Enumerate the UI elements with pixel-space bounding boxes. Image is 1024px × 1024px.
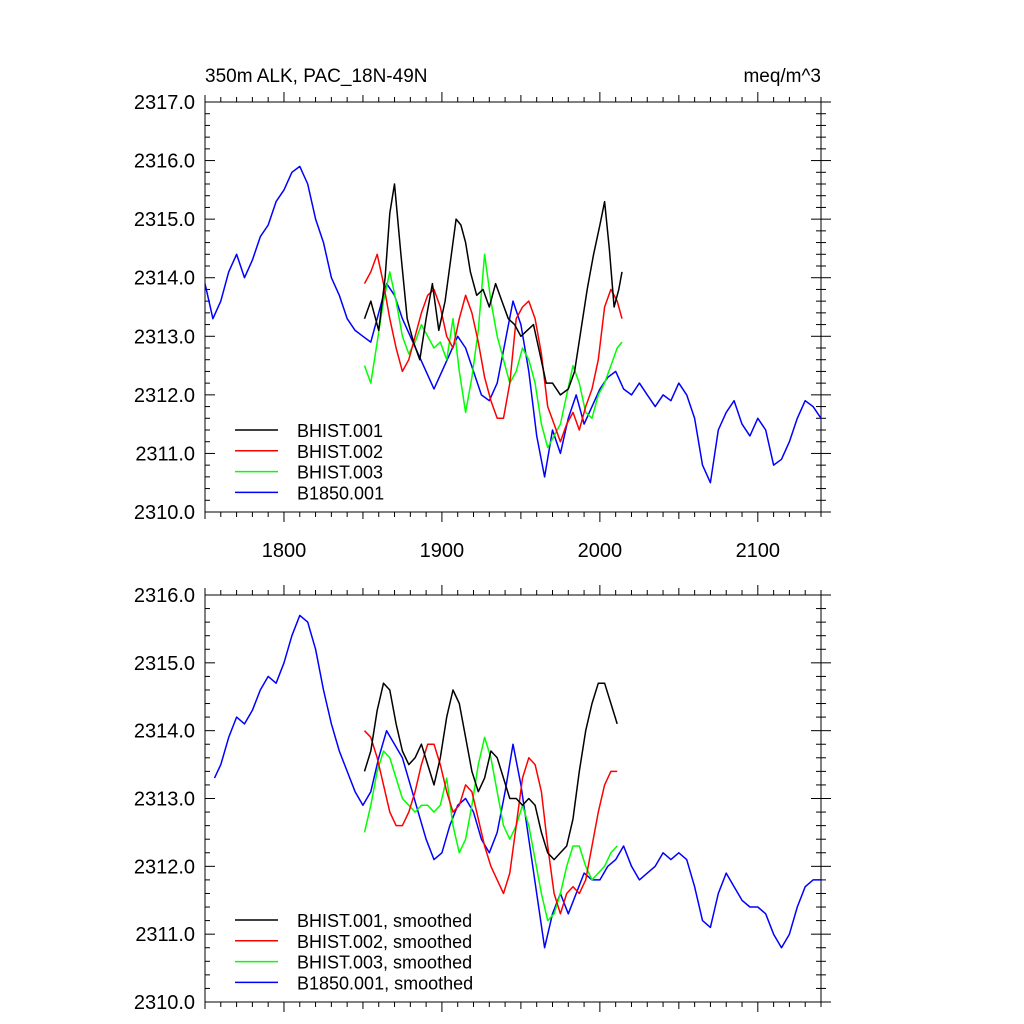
top-x-tick-label: 1900 [420,540,465,562]
top-series-lines [205,165,821,484]
top-series-line-1 [363,253,623,443]
chart-units-label: meq/m^3 [743,66,821,87]
bottom-legend-label: BHIST.001, smoothed [297,911,472,931]
top-y-tick-label: 2316.0 [134,151,195,173]
top-y-tick-label: 2311.0 [135,443,195,465]
bottom-y-tick-label: 2314.0 [134,721,195,743]
top-axes: 2310.0 2311.0 2312.0 2313.0 2314.0 2315.0 2316… [134,92,831,562]
top-y-tick-label: 2317.0 [134,92,195,114]
top-y-tick-label: 2315.0 [134,209,195,231]
bottom-legend-label: B1850.001, smoothed [297,973,473,993]
bottom-series-lines [213,614,821,949]
top-legend-label: BHIST.001 [297,421,383,441]
bottom-panel: 2310.0 2311.0 2312.0 2313.0 2314.0 2315.0 2316… [134,585,831,1014]
bottom-y-tick-label: 2316.0 [134,585,195,607]
bottom-series-line-0 [363,682,618,861]
top-series-line-3 [205,165,821,484]
bottom-legend-label: BHIST.003, smoothed [297,953,472,973]
bottom-legend-label: BHIST.002, smoothed [297,932,472,952]
bottom-y-tick-label: 2311.0 [135,924,195,946]
top-y-tick-label: 2314.0 [134,268,195,290]
top-y-tick-label: 2313.0 [134,326,195,348]
bottom-y-tick-label: 2310.0 [134,992,195,1014]
bottom-series-line-2 [363,736,618,922]
top-x-tick-label: 1800 [262,540,307,562]
bottom-series-line-1 [363,730,618,915]
top-legend-label: BHIST.003 [297,463,383,483]
top-series-line-2 [363,253,623,449]
bottom-series-line-3 [213,614,821,949]
top-series-line-0 [363,183,623,396]
top-x-tick-label: 2100 [736,540,781,562]
top-y-tick-label: 2312.0 [134,385,195,407]
top-plot-frame [204,101,822,513]
top-y-tick-label: 2310.0 [134,502,195,524]
top-panel: 350m ALK, PAC_18N-49N meq/m^3 2310.0 2311… [134,66,831,562]
bottom-axes: 2310.0 2311.0 2312.0 2313.0 2314.0 2315.0 2316… [134,585,831,1014]
top-legend-label: B1850.001 [297,483,384,503]
top-x-tick-label: 2000 [578,540,623,562]
bottom-y-tick-label: 2315.0 [134,653,195,675]
chart-title-left: 350m ALK, PAC_18N-49N [205,66,428,87]
top-legend-label: BHIST.002 [297,442,383,462]
bottom-y-tick-label: 2312.0 [134,856,195,878]
bottom-y-tick-label: 2313.0 [134,789,195,811]
